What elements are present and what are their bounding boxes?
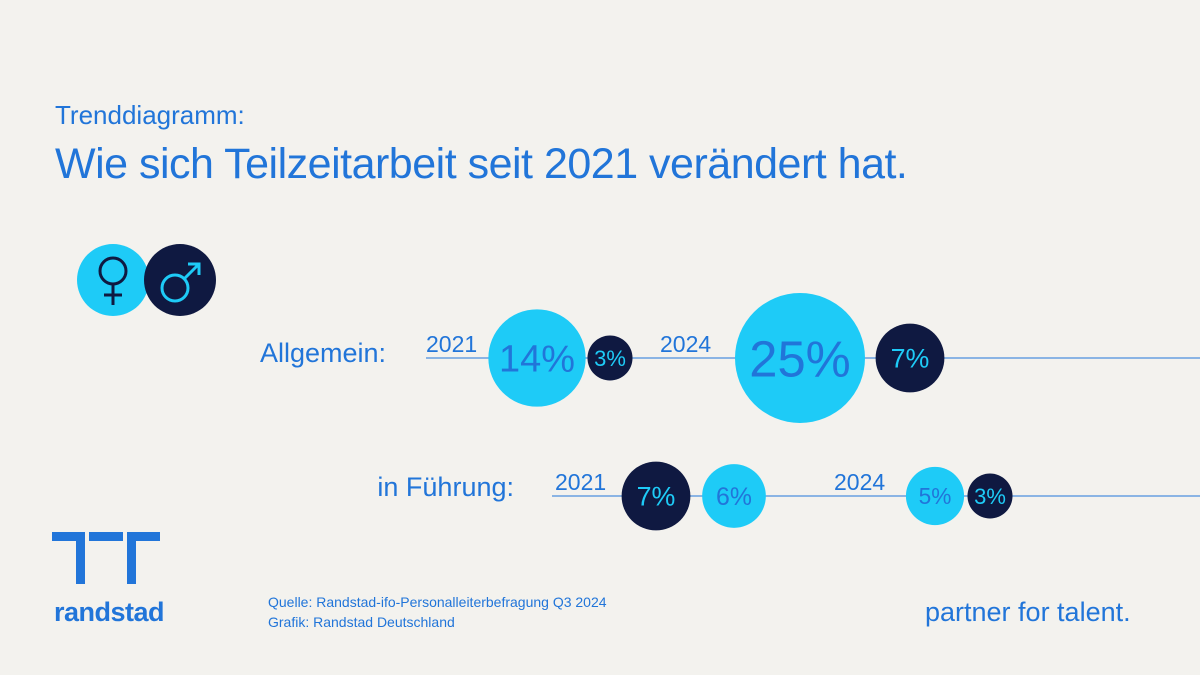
bubble-female-r1-2024 [905,466,965,526]
year-label-fuehrung-2024: 2024 [834,469,885,495]
row-label-allgemein: Allgemein: [260,338,386,368]
year-label-allgemein-2021: 2021 [426,331,477,357]
bubble-label-female-r0-2021: 14% [499,339,575,381]
bubble-female-r0-2024 [735,293,865,423]
randstad-logo-icon [52,532,160,584]
bubble-label-female-r1-2024: 5% [919,483,952,509]
source-note: Quelle: Randstad-ifo-Personalleiterbefra… [268,592,607,632]
bubble-male-r1-2021 [621,461,691,531]
chart-subtitle: Trenddiagramm: [55,100,245,130]
bubble-male-r0-2024 [875,323,945,393]
bubble-male-r1-2024 [967,473,1013,519]
male-symbol-icon [144,244,216,316]
chart-title: Wie sich Teilzeitarbeit seit 2021 veränd… [55,140,908,188]
bubble-male-r0-2021 [587,335,633,381]
female-symbol-icon [77,244,149,316]
brand-wordmark: randstad [54,597,165,627]
bubble-label-male-r0-2021: 3% [594,346,626,371]
bubble-label-male-r1-2021: 7% [637,482,676,512]
year-label-allgemein-2024: 2024 [660,331,711,357]
bubble-female-r1-2021 [702,464,766,528]
year-label-fuehrung-2021: 2021 [555,469,606,495]
bubble-female-r0-2021 [488,309,586,407]
bubbles-layer: 14% 3% 25% 7% 7% 6% 5% 3% [488,293,1013,531]
bubble-label-female-r0-2024: 25% [749,330,850,387]
bubble-label-male-r1-2024: 3% [974,484,1006,509]
bubble-label-female-r1-2021: 6% [716,484,752,511]
bubble-label-male-r0-2024: 7% [891,344,930,374]
source-line: Quelle: Randstad-ifo-Personalleiterbefra… [268,594,607,610]
credit-line: Grafik: Randstad Deutschland [268,614,455,630]
row-label-fuehrung: in Führung: [377,472,514,502]
legend [77,244,216,316]
brand-tagline: partner for talent. [925,597,1131,627]
